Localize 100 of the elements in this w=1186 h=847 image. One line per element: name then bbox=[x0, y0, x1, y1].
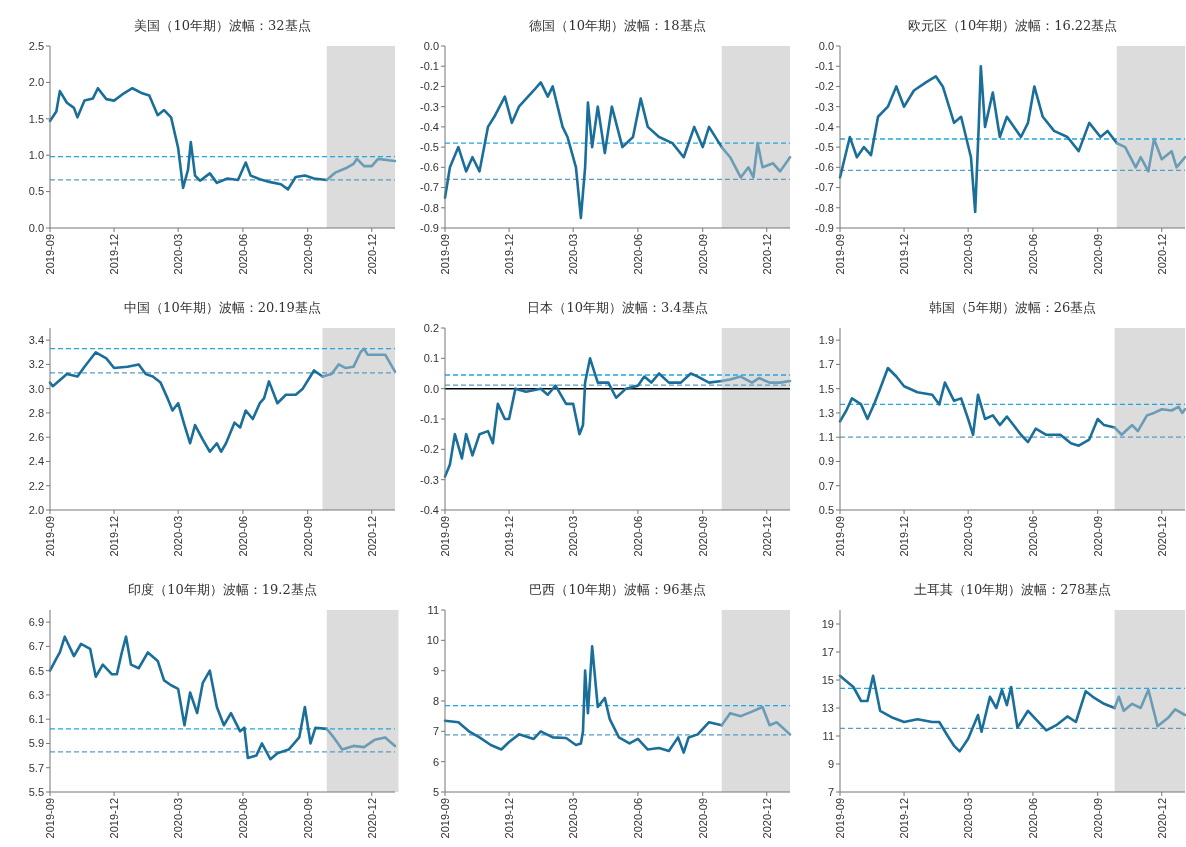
y-tick-label: -0.5 bbox=[815, 140, 834, 153]
line-series bbox=[720, 141, 792, 179]
x-tick-label: 2020-12 bbox=[760, 234, 773, 275]
y-tick-label: -0.8 bbox=[815, 201, 834, 214]
y-tick-label: 1.5 bbox=[28, 112, 44, 125]
y-tick-label: 1.0 bbox=[28, 149, 44, 162]
x-tick-label: 2019-09 bbox=[438, 798, 451, 839]
x-tick-label: 2019-12 bbox=[897, 798, 910, 839]
x-tick-label: 2020-09 bbox=[1091, 798, 1104, 839]
y-tick-label: 2.2 bbox=[28, 479, 44, 492]
y-tick-label: -0.9 bbox=[815, 221, 834, 234]
y-tick-label: 0.5 bbox=[28, 185, 44, 198]
line-series bbox=[720, 705, 792, 736]
chart-title: 德国（10年期）波幅：18基点 bbox=[529, 18, 706, 33]
y-tick-label: 15 bbox=[821, 673, 834, 686]
x-tick-label: 2020-09 bbox=[696, 234, 709, 275]
x-tick-label: 2020-03 bbox=[566, 234, 579, 275]
y-tick-label: 5.5 bbox=[28, 785, 44, 798]
x-tick-label: 2020-12 bbox=[365, 516, 378, 557]
y-tick-label: 10 bbox=[426, 634, 439, 647]
y-tick-label: 3.4 bbox=[28, 333, 44, 346]
y-tick-label: 11 bbox=[427, 603, 439, 616]
x-tick-label: 2020-03 bbox=[171, 516, 184, 557]
y-tick-label: 2.6 bbox=[28, 431, 44, 444]
y-tick-label: 8 bbox=[432, 694, 439, 707]
x-tick-label: 2020-06 bbox=[236, 516, 249, 557]
line-series bbox=[838, 64, 1118, 214]
line-series bbox=[443, 357, 723, 478]
y-tick-label: 1.9 bbox=[818, 333, 834, 346]
line-series bbox=[321, 347, 397, 378]
y-tick-label: -0.3 bbox=[420, 100, 439, 113]
y-tick-label: -0.3 bbox=[420, 473, 439, 486]
chart-title: 巴西（10年期）波幅：96基点 bbox=[529, 582, 706, 597]
x-tick-label: 2020-06 bbox=[236, 234, 249, 275]
y-tick-label: -0.7 bbox=[815, 181, 834, 194]
y-tick-label: 1.7 bbox=[818, 358, 834, 371]
y-tick-label: 0.2 bbox=[423, 321, 439, 334]
y-tick-label: 5 bbox=[432, 785, 439, 798]
chart-title: 印度（10年期）波幅：19.2基点 bbox=[128, 582, 317, 597]
chart-title: 欧元区（10年期）波幅：16.22基点 bbox=[907, 18, 1118, 33]
y-tick-label: -0.6 bbox=[815, 161, 834, 174]
x-tick-label: 2020-06 bbox=[1026, 516, 1039, 557]
y-tick-label: 9 bbox=[827, 757, 834, 770]
y-tick-label: 5.7 bbox=[28, 761, 44, 774]
x-tick-label: 2019-09 bbox=[833, 234, 846, 275]
chart-title: 美国（10年期）波幅：32基点 bbox=[134, 18, 311, 33]
x-tick-label: 2019-12 bbox=[502, 798, 515, 839]
line-series bbox=[838, 366, 1116, 447]
y-tick-label: -0.1 bbox=[420, 60, 439, 73]
x-tick-label: 2020-12 bbox=[760, 516, 773, 557]
y-tick-label: -0.1 bbox=[815, 60, 834, 73]
y-tick-label: 7 bbox=[432, 725, 439, 738]
y-tick-label: 9 bbox=[432, 664, 439, 677]
y-tick-label: 0.7 bbox=[818, 479, 834, 492]
x-tick-label: 2020-12 bbox=[1155, 798, 1168, 839]
x-tick-label: 2020-09 bbox=[696, 516, 709, 557]
y-tick-label: 0.5 bbox=[818, 503, 834, 516]
x-tick-label: 2019-12 bbox=[897, 234, 910, 275]
x-tick-label: 2020-12 bbox=[365, 798, 378, 839]
x-tick-label: 2020-09 bbox=[1091, 516, 1104, 557]
x-tick-label: 2020-09 bbox=[301, 798, 314, 839]
chart-title: 土耳其（10年期）波幅：278基点 bbox=[913, 582, 1112, 597]
y-tick-label: 0.0 bbox=[423, 39, 439, 52]
y-tick-label: -0.4 bbox=[420, 503, 439, 516]
y-tick-label: 2.0 bbox=[28, 76, 44, 89]
y-tick-label: 1.1 bbox=[818, 431, 834, 444]
y-tick-label: 6.9 bbox=[28, 615, 44, 628]
y-tick-label: -0.7 bbox=[420, 181, 439, 194]
line-series bbox=[1113, 405, 1186, 437]
y-tick-label: -0.1 bbox=[420, 412, 439, 425]
y-tick-label: 1.5 bbox=[818, 382, 834, 395]
y-tick-label: 2.4 bbox=[28, 455, 44, 468]
y-tick-label: 0.0 bbox=[28, 221, 44, 234]
chart-title: 韩国（5年期）波幅：26基点 bbox=[928, 300, 1097, 315]
y-tick-label: 0.1 bbox=[423, 352, 439, 365]
line-series bbox=[720, 375, 792, 384]
x-tick-label: 2019-12 bbox=[107, 234, 120, 275]
x-tick-label: 2019-12 bbox=[502, 234, 515, 275]
y-tick-label: 2.0 bbox=[28, 503, 44, 516]
line-series bbox=[48, 86, 328, 191]
x-tick-label: 2020-06 bbox=[1026, 234, 1039, 275]
line-series bbox=[1115, 137, 1186, 173]
y-tick-label: -0.6 bbox=[420, 161, 439, 174]
x-tick-label: 2020-06 bbox=[1026, 798, 1039, 839]
line-series bbox=[443, 645, 723, 754]
x-tick-label: 2020-09 bbox=[1091, 234, 1104, 275]
y-tick-label: -0.2 bbox=[420, 443, 439, 456]
line-series bbox=[48, 350, 324, 454]
y-tick-label: 6.3 bbox=[28, 688, 44, 701]
line-series bbox=[443, 81, 723, 220]
x-tick-label: 2020-03 bbox=[566, 516, 579, 557]
y-tick-label: -0.3 bbox=[815, 100, 834, 113]
y-tick-label: 6.1 bbox=[28, 713, 44, 726]
y-tick-label: 19 bbox=[821, 617, 834, 630]
line-series bbox=[838, 674, 1116, 753]
x-tick-label: 2020-09 bbox=[301, 516, 314, 557]
x-tick-label: 2019-12 bbox=[502, 516, 515, 557]
x-tick-label: 2020-06 bbox=[236, 798, 249, 839]
x-tick-label: 2020-12 bbox=[1155, 234, 1168, 275]
y-tick-label: 0.0 bbox=[423, 382, 439, 395]
